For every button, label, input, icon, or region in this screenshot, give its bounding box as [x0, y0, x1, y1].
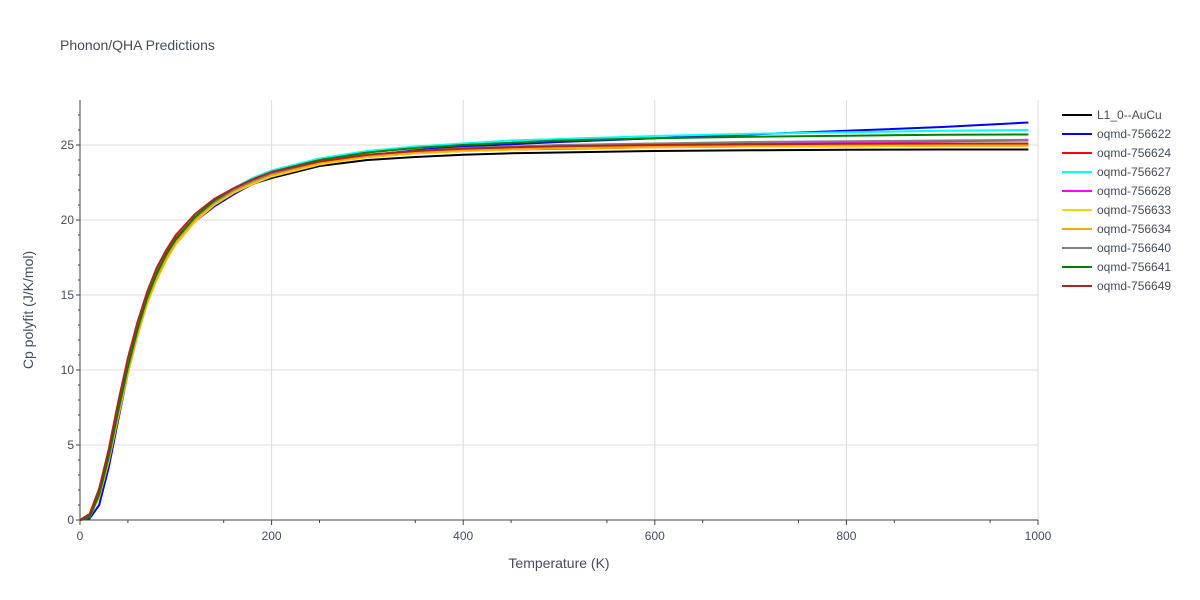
legend-label: oqmd-756633: [1097, 203, 1171, 217]
legend-item[interactable]: L1_0--AuCu: [1062, 108, 1162, 122]
y-tick-label: 0: [67, 513, 74, 527]
grid-lines: [80, 100, 1039, 520]
x-axis-title: Temperature (K): [508, 555, 609, 571]
legend[interactable]: L1_0--AuCu oqmd-756622 oqmd-756624 oqmd-756…: [1062, 108, 1171, 293]
y-axis-title: Cp polyfit (J/K/mol): [20, 251, 36, 369]
x-tick-label: 800: [836, 529, 856, 543]
series-line: [79, 133, 1029, 521]
y-tick-label: 15: [61, 288, 75, 302]
series-line: [79, 138, 1029, 521]
legend-item[interactable]: oqmd-756628: [1062, 184, 1171, 198]
legend-item[interactable]: oqmd-756641: [1062, 260, 1171, 274]
legend-label: oqmd-756622: [1097, 127, 1171, 141]
legend-item[interactable]: oqmd-756649: [1062, 279, 1171, 293]
plot-lines: [79, 121, 1029, 521]
y-tick-label: 5: [67, 438, 74, 452]
legend-item[interactable]: oqmd-756622: [1062, 127, 1171, 141]
legend-label: oqmd-756628: [1097, 184, 1171, 198]
legend-label: oqmd-756634: [1097, 222, 1171, 236]
series-line: [79, 148, 1029, 521]
legend-label: oqmd-756624: [1097, 146, 1171, 160]
legend-item[interactable]: oqmd-756624: [1062, 146, 1171, 160]
legend-item[interactable]: oqmd-756633: [1062, 203, 1171, 217]
y-tick-label: 10: [61, 363, 75, 377]
series-line: [79, 142, 1029, 521]
legend-item[interactable]: oqmd-756640: [1062, 241, 1171, 255]
y-tick-label: 20: [61, 213, 75, 227]
axes: 0 5 10 15 20 25 0 200 400 600 800 1000: [61, 100, 1052, 543]
x-tick-label: 600: [645, 529, 665, 543]
x-tick-label: 0: [77, 529, 84, 543]
legend-item[interactable]: oqmd-756634: [1062, 222, 1171, 236]
legend-label: L1_0--AuCu: [1097, 108, 1162, 122]
x-tick-label: 400: [453, 529, 473, 543]
x-tick-label: 200: [262, 529, 282, 543]
series-line: [79, 129, 1029, 521]
series-line: [79, 121, 1029, 521]
y-tick-label: 25: [61, 138, 75, 152]
x-tick-label: 1000: [1025, 529, 1052, 543]
legend-label: oqmd-756649: [1097, 279, 1171, 293]
legend-label: oqmd-756640: [1097, 241, 1171, 255]
chart-title: Phonon/QHA Predictions: [60, 37, 215, 53]
legend-label: oqmd-756627: [1097, 165, 1171, 179]
legend-item[interactable]: oqmd-756627: [1062, 165, 1171, 179]
legend-label: oqmd-756641: [1097, 260, 1171, 274]
